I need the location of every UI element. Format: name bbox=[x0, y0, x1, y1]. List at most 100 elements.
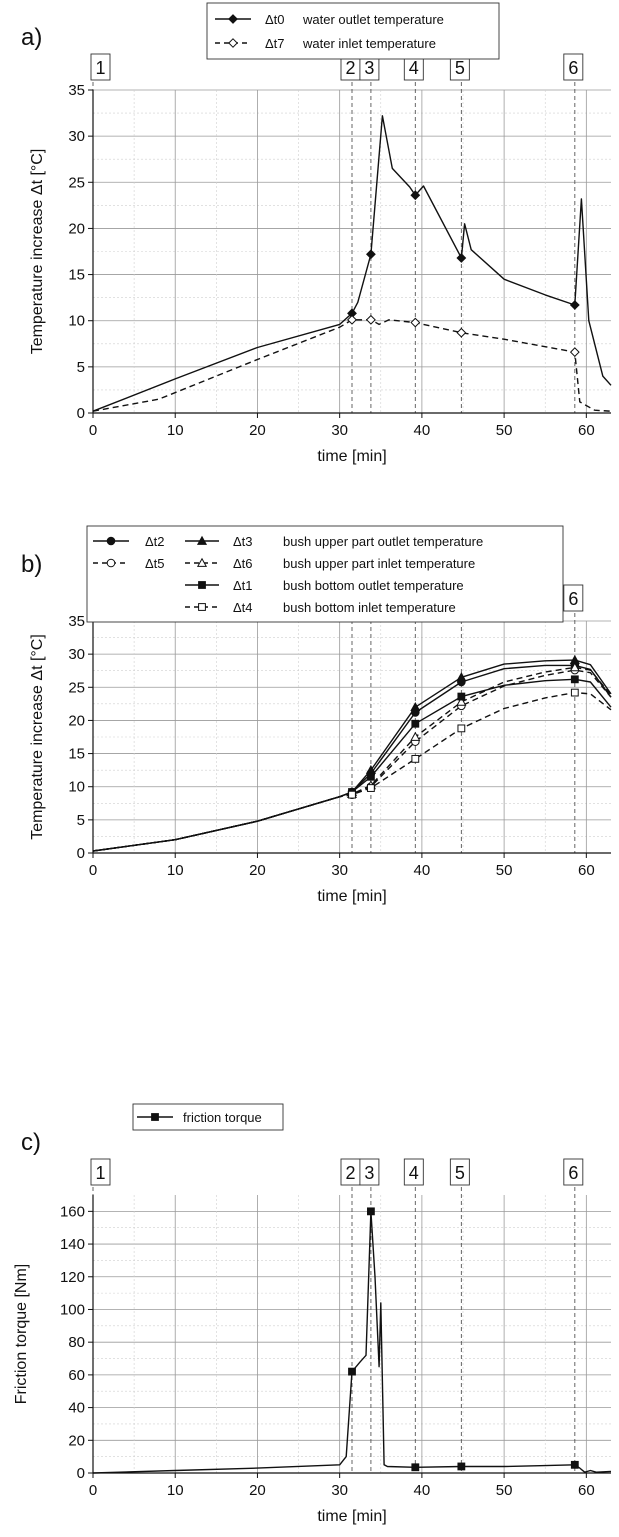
y-tick-label: 160 bbox=[60, 1203, 85, 1220]
event-box bbox=[359, 1158, 380, 1186]
x-tick-label: 30 bbox=[331, 422, 348, 439]
series-line-Δt4 bbox=[92, 691, 612, 852]
event-label: 2 bbox=[345, 58, 355, 78]
y-tick-label: 120 bbox=[60, 1269, 85, 1286]
series-line-friction torque bbox=[92, 1210, 612, 1474]
data-point-Δt0 bbox=[569, 300, 580, 310]
y-tick-label: 5 bbox=[77, 359, 85, 376]
data-point-Δt4 bbox=[570, 688, 579, 697]
x-tick-label: 0 bbox=[89, 1482, 97, 1499]
legend-box bbox=[86, 525, 564, 623]
y-axis-title: Friction torque [Nm] bbox=[13, 1264, 30, 1404]
y-tick-label: 0 bbox=[77, 845, 85, 862]
legend-box bbox=[206, 2, 500, 60]
data-point-Δt1 bbox=[411, 719, 420, 728]
data-point-Δt4 bbox=[367, 784, 375, 792]
legend-name: Δt7 bbox=[265, 36, 285, 51]
data-point-Δt7 bbox=[569, 347, 580, 357]
legend-name: Δt6 bbox=[233, 556, 253, 571]
data-point-friction torque bbox=[570, 1460, 579, 1469]
data-point-Δt4 bbox=[348, 790, 356, 799]
y-tick-label: 30 bbox=[68, 128, 85, 145]
data-point-friction torque bbox=[348, 1367, 356, 1376]
legend-sample-Δt5-marker bbox=[106, 558, 116, 568]
event-label: 6 bbox=[568, 589, 578, 609]
event-box bbox=[563, 584, 584, 612]
x-tick-label: 20 bbox=[249, 1482, 266, 1499]
panel-letter: b) bbox=[21, 551, 42, 578]
legend: Δt2 Δt3 bush upper part outlet temperature… bbox=[86, 525, 564, 623]
x-tick-label: 50 bbox=[496, 1482, 513, 1499]
y-axis-title: Temperature increase Δt [°C] bbox=[29, 149, 46, 355]
data-point-Δt7 bbox=[347, 314, 357, 325]
x-tick-label: 10 bbox=[167, 1482, 184, 1499]
x-tick-label: 60 bbox=[578, 422, 595, 439]
y-tick-label: 15 bbox=[68, 267, 85, 284]
x-axis-title: time [min] bbox=[317, 1508, 386, 1525]
event-box bbox=[563, 53, 584, 81]
data-point-Δt7 bbox=[366, 314, 376, 325]
data-point-Δt0 bbox=[410, 190, 421, 201]
legend-description: bush upper part inlet temperature bbox=[283, 556, 475, 571]
y-tick-label: 100 bbox=[60, 1301, 85, 1318]
data-point-Δt3 bbox=[456, 672, 467, 682]
data-point-friction torque bbox=[367, 1207, 375, 1216]
legend-sample-friction-torque-marker bbox=[151, 1113, 159, 1121]
event-box bbox=[449, 1158, 470, 1186]
y-tick-label: 60 bbox=[68, 1367, 85, 1384]
x-tick-label: 30 bbox=[331, 1482, 348, 1499]
event-box bbox=[403, 1158, 424, 1186]
x-tick-label: 40 bbox=[414, 1482, 431, 1499]
x-tick-label: 0 bbox=[89, 422, 97, 439]
data-point-Δt6 bbox=[569, 662, 580, 672]
panel-letter: a) bbox=[21, 24, 42, 51]
legend-name: Δt5 bbox=[145, 556, 165, 571]
y-tick-label: 30 bbox=[68, 646, 85, 663]
event-box bbox=[90, 1158, 111, 1186]
x-tick-label: 10 bbox=[167, 422, 184, 439]
data-point-Δt0 bbox=[456, 253, 467, 263]
x-tick-label: 50 bbox=[496, 862, 513, 879]
data-point-friction torque bbox=[457, 1462, 466, 1471]
event-label: 6 bbox=[568, 1163, 578, 1183]
data-point-friction torque bbox=[411, 1463, 420, 1472]
x-axis-title: time [min] bbox=[317, 888, 386, 905]
y-tick-label: 0 bbox=[77, 1465, 85, 1482]
event-label: 1 bbox=[95, 58, 105, 78]
y-tick-label: 25 bbox=[68, 174, 85, 191]
legend-name: Δt1 bbox=[233, 578, 253, 593]
y-tick-label: 35 bbox=[68, 613, 85, 630]
legend-description: bush upper part outlet temperature bbox=[283, 534, 483, 549]
y-tick-label: 20 bbox=[68, 220, 85, 237]
series-line-Δt7 bbox=[92, 319, 612, 412]
legend: friction torque bbox=[132, 1103, 284, 1131]
event-box bbox=[90, 53, 111, 81]
x-tick-label: 50 bbox=[496, 422, 513, 439]
y-tick-label: 80 bbox=[68, 1334, 85, 1351]
y-tick-label: 10 bbox=[68, 313, 85, 330]
legend-sample-Δt7-marker bbox=[228, 38, 238, 48]
x-tick-label: 30 bbox=[331, 862, 348, 879]
data-point-Δt0 bbox=[366, 249, 376, 260]
data-point-Δt1 bbox=[367, 772, 375, 781]
x-tick-label: 20 bbox=[249, 422, 266, 439]
event-label: 3 bbox=[364, 58, 374, 78]
event-label: 5 bbox=[455, 1163, 465, 1183]
legend-name: Δt0 bbox=[265, 12, 285, 27]
y-tick-label: 40 bbox=[68, 1400, 85, 1417]
data-point-Δt1 bbox=[570, 675, 579, 684]
y-tick-label: 15 bbox=[68, 746, 85, 763]
x-axis-title: time [min] bbox=[317, 448, 386, 465]
x-tick-label: 60 bbox=[578, 862, 595, 879]
event-box bbox=[563, 1158, 584, 1186]
legend-sample-Δt4-marker bbox=[198, 603, 206, 611]
y-tick-label: 35 bbox=[68, 82, 85, 99]
legend-description: bush bottom inlet temperature bbox=[283, 600, 456, 615]
event-label: 1 bbox=[95, 1163, 105, 1183]
data-point-Δt1 bbox=[457, 692, 466, 701]
legend-description: bush bottom outlet temperature bbox=[283, 578, 464, 593]
legend-name: Δt4 bbox=[233, 600, 253, 615]
x-tick-label: 40 bbox=[414, 422, 431, 439]
